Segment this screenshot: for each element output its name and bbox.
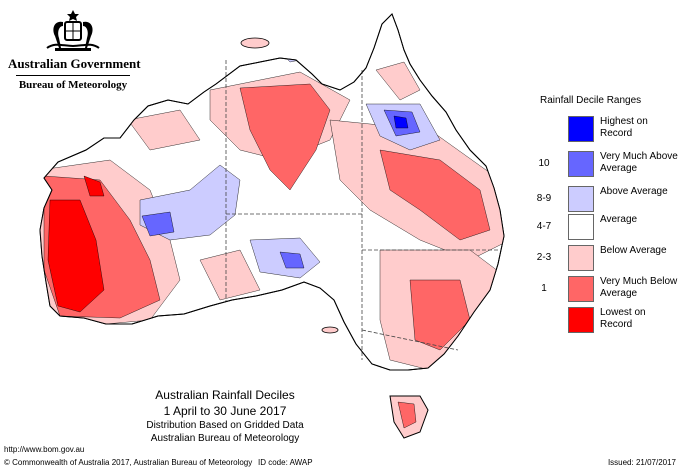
legend-row-below: 2-3 Below Average xyxy=(530,245,680,271)
region-above-average-arnhem xyxy=(259,29,321,63)
legend-title: Rainfall Decile Ranges xyxy=(540,95,642,106)
legend-row-above: 8-9 Above Average xyxy=(530,186,680,212)
region-highest-qld xyxy=(393,115,409,129)
legend-label: Highest on Record xyxy=(600,116,648,139)
border-nsw-vic xyxy=(361,329,459,351)
issued-date: Issued: 21/07/2017 xyxy=(607,458,676,467)
government-name: Australian Government xyxy=(8,56,141,71)
legend-swatch-lowest xyxy=(568,307,594,333)
legend-row-highest: Highest on Record xyxy=(530,116,680,142)
legend-row-average: 4-7 Average xyxy=(530,214,680,240)
legend-swatch-highest xyxy=(568,116,594,142)
legend-swatch-below xyxy=(568,245,594,271)
region-very-much-below-nt xyxy=(239,83,331,191)
map-method: Distribution Based on Gridded Data xyxy=(146,420,304,431)
legend-label: Average xyxy=(600,214,638,225)
coat-of-arms-icon xyxy=(46,10,100,51)
tasmania-below-record xyxy=(397,401,417,429)
legend-row-lowest: Lowest on Record xyxy=(530,307,680,333)
legend-code: 2-3 xyxy=(536,252,552,263)
map-title: Australian Rainfall Deciles xyxy=(155,388,295,402)
logo-divider xyxy=(16,75,130,76)
legend-swatch-average xyxy=(568,214,594,240)
legend-label: Very Much Below Average xyxy=(600,276,678,299)
region-very-much-below-nsw xyxy=(409,279,471,351)
legend-swatch-very-much-below xyxy=(568,276,594,302)
legend-code: 4-7 xyxy=(536,221,552,232)
legend-code: 8-9 xyxy=(536,193,552,204)
legend-code: 1 xyxy=(541,283,547,294)
legend-label: Lowest on Record xyxy=(600,307,646,330)
region-very-much-below-qld xyxy=(379,149,491,241)
id-code: ID code: AWAP xyxy=(258,458,313,467)
melville-island xyxy=(240,37,270,49)
region-lowest-sw xyxy=(47,199,105,313)
region-below-average-kimberley xyxy=(127,109,201,151)
website-url: http://www.bom.gov.au xyxy=(4,445,85,454)
map-source: Australian Bureau of Meteorology xyxy=(150,433,300,444)
region-very-much-above-sa xyxy=(279,251,305,269)
map-title-block: Australian Rainfall Deciles 1 April to 3… xyxy=(120,387,330,445)
legend-code: 10 xyxy=(538,158,550,169)
government-logo: Australian Government Bureau of Meteorol… xyxy=(8,8,141,98)
mainland-coastline xyxy=(39,13,505,371)
legend-label: Below Average xyxy=(600,245,667,256)
footer: © Commonwealth of Australia 2017, Austra… xyxy=(0,458,680,467)
region-very-much-below-sa-coast xyxy=(285,299,327,331)
copyright-text: © Commonwealth of Australia 2017, Austra… xyxy=(4,458,253,467)
legend-row-very-much-above: 10 Very Much Above Average xyxy=(530,151,680,177)
legend-label: Very Much Above Average xyxy=(600,151,678,174)
region-very-much-above-central xyxy=(141,211,175,237)
legend-label: Above Average xyxy=(600,186,668,197)
legend-swatch-very-much-above xyxy=(568,151,594,177)
region-below-average-sa xyxy=(199,249,261,301)
kangaroo-island xyxy=(321,326,339,334)
legend-row-very-much-below: 1 Very Much Below Average xyxy=(530,276,680,302)
region-lowest-wa-mid xyxy=(83,175,105,197)
map-period: 1 April to 30 June 2017 xyxy=(163,404,287,418)
bureau-name: Bureau of Meteorology xyxy=(18,79,128,91)
legend-swatch-above xyxy=(568,186,594,212)
region-very-much-above-arnhem xyxy=(275,33,303,51)
region-below-average-cape xyxy=(375,61,421,101)
